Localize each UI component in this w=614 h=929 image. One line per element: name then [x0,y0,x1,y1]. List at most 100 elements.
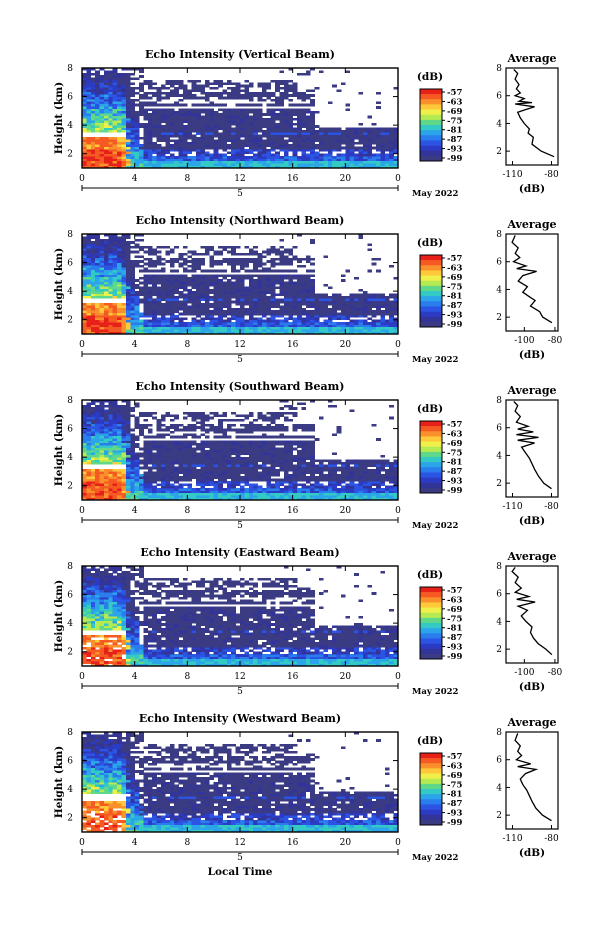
heatmap-cell [178,144,184,147]
heatmap-cell [90,433,96,437]
heatmap-cell [261,84,267,88]
heatmap-cell [319,156,324,159]
heatmap-cell [121,77,127,81]
heatmap-cell [200,295,206,299]
heatmap-cell [209,108,214,112]
heatmap-cell [169,473,175,477]
heatmap-cell [371,324,377,328]
heatmap-cell [292,127,298,131]
heatmap-cell [200,286,206,290]
heatmap-cell [130,108,135,112]
x-tick-label: 8 [184,174,190,184]
heatmap-cell [130,476,135,479]
heatmap-cell [305,286,311,290]
heatmap-cell [209,260,214,263]
heatmap-cell [130,156,135,159]
heatmap-cell [218,298,223,301]
heatmap-cell [95,473,100,477]
heatmap-cell [130,101,135,105]
heatmap-cell [169,158,175,162]
heatmap-cell [147,156,153,159]
heatmap-cell [152,286,157,290]
heatmap-cell [345,322,351,325]
heatmap-cell [288,118,293,121]
heatmap-cell [191,307,197,311]
heatmap-cell [327,286,333,290]
heatmap-cell [130,139,135,143]
heatmap-cell [174,160,179,164]
heatmap-cell [161,132,166,135]
heatmap-cell [161,471,166,475]
heatmap-cell [380,317,386,321]
heatmap-cell [336,298,342,301]
heatmap-cell [376,153,381,157]
heatmap-cell [204,103,210,107]
heatmap-cell [99,156,105,159]
heatmap-cell [165,447,171,451]
heatmap-cell [182,156,188,159]
heatmap-cell [108,483,114,487]
heatmap-cell [117,469,122,472]
heatmap-cell [187,450,193,453]
heatmap-cell [112,295,118,299]
heatmap-cell [139,426,144,429]
heatmap-cell [191,276,197,280]
heatmap-cell [117,404,122,408]
heatmap-cell [191,319,197,323]
heatmap-cell [196,288,201,292]
heatmap-cell [310,269,315,273]
heatmap-cell [174,423,179,427]
heatmap-cell [196,144,201,147]
heatmap-cell [82,480,87,484]
heatmap-cell [117,488,122,491]
heatmap-cell [147,445,153,448]
heatmap-cell [279,281,285,285]
heatmap-cell [108,243,114,247]
heatmap-cell [279,291,285,294]
heatmap-cell [99,262,105,266]
heatmap-cell [310,110,315,114]
heatmap-cell [125,98,131,102]
heatmap-cell [117,288,122,292]
heatmap-cell [178,281,184,285]
heatmap-cells [82,400,399,501]
heatmap-cell [108,423,114,427]
heatmap-cell [261,158,267,162]
heatmap-cell [332,129,337,133]
heatmap-cell [95,310,100,313]
heatmap-cell [103,438,109,441]
heatmap-cell [257,110,263,114]
heatmap-cell [82,416,87,420]
heatmap-cell [147,485,153,489]
heatmap-cell [235,307,241,311]
heatmap-cell [139,485,144,489]
heatmap-cell [147,91,153,95]
heatmap-cell [204,120,210,124]
heatmap-cell [257,158,263,162]
heatmap-cell [82,243,87,247]
heatmap-cell [86,419,92,422]
heatmap-cell [340,305,346,309]
heatmap-cell [182,108,188,112]
heatmap-cell [99,319,105,323]
heatmap-cell [152,466,157,470]
heatmap-cell [376,269,381,273]
heatmap-cell [362,156,368,159]
heatmap-cell [222,108,228,112]
heatmap-cell [99,238,105,242]
heatmap-cell [152,457,157,460]
heatmap-cell [354,307,359,311]
heatmap-cell [165,103,171,107]
heatmap-cell [305,94,311,97]
heatmap-cell [103,440,109,444]
heatmap-cell [165,293,171,297]
heatmap-cell [103,110,109,114]
heatmap-cell [86,253,92,256]
colorbar-swatch [420,280,442,287]
heatmap-cell [340,165,346,169]
heatmap-cell [95,407,100,410]
heatmap-cell [134,426,140,429]
heatmap-cell [279,156,285,159]
heatmap-cell [82,163,87,166]
heatmap-cell [130,293,135,297]
